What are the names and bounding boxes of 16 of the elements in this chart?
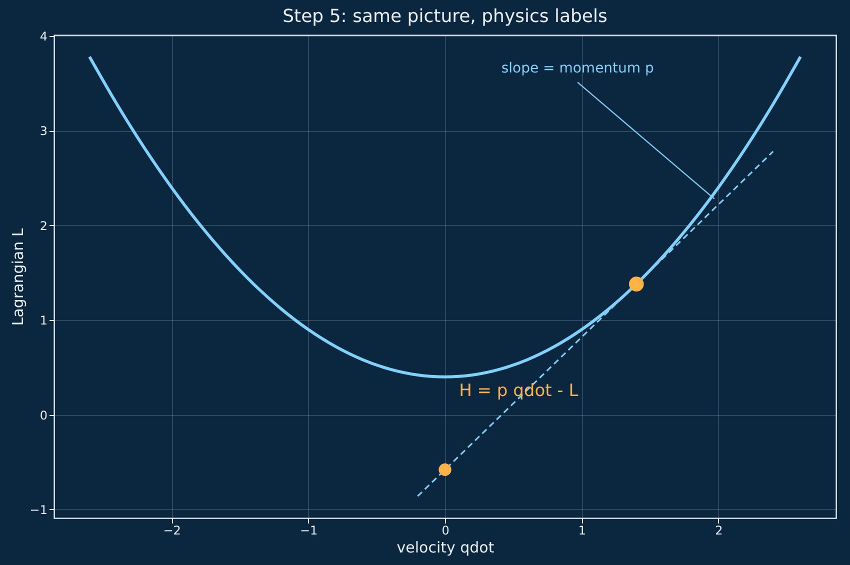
x-tick-label: −2 [163, 524, 181, 538]
chart-title: Step 5: same picture, physics labels [282, 6, 608, 27]
x-tick-label: 2 [715, 524, 723, 538]
x-tick-label: −1 [300, 524, 318, 538]
y-tick-label: −1 [30, 502, 48, 517]
x-tick-label: 0 [442, 524, 450, 538]
x-axis-title: velocity qdot [396, 538, 494, 556]
y-tick-label: 1 [40, 314, 48, 328]
annotation: H = p qdot - L [459, 380, 579, 401]
annotation: slope = momentum p [501, 60, 654, 77]
y-tick-label: 2 [40, 218, 48, 233]
y-tick-label: 4 [40, 29, 48, 44]
y-tick-label: 3 [40, 124, 48, 138]
y-tick-label: 0 [40, 408, 48, 422]
y-axis-title: Lagrangian L [8, 228, 27, 326]
x-tick-label: 1 [578, 524, 586, 538]
